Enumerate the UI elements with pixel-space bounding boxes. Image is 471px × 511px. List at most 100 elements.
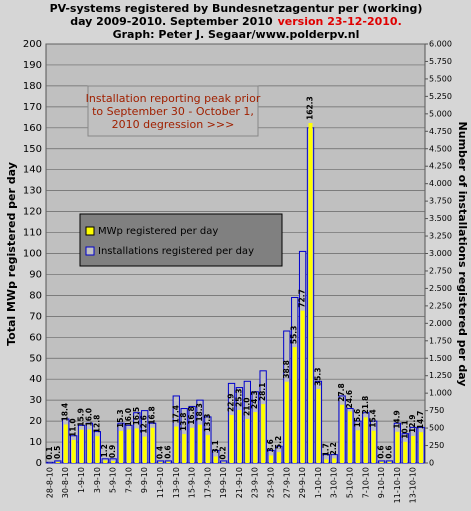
mwp-bar — [174, 426, 179, 463]
mwp-bar — [403, 441, 408, 463]
y-tick-label: 90 — [29, 269, 42, 280]
y-tick-label: 40 — [29, 374, 42, 385]
annotation: to September 30 - October 1, — [92, 105, 254, 118]
mwp-bar — [261, 404, 266, 463]
data-label: 0.6 — [384, 445, 393, 458]
data-label: 14.7 — [416, 411, 425, 430]
mwp-bar — [95, 436, 100, 463]
data-label: 21.0 — [242, 397, 251, 416]
chart-title: day 2009-2010. September 2010 — [70, 15, 273, 28]
annotation: Installation reporting peak prior — [86, 92, 261, 105]
data-label: 15.6 — [353, 409, 362, 428]
data-label: 14.9 — [392, 410, 401, 429]
y2-tick-label: 500 — [429, 424, 444, 433]
data-label: 28.1 — [258, 383, 267, 402]
y-tick-label: 10 — [29, 437, 42, 448]
x-tick-label: 19-9-10 — [219, 467, 228, 498]
y-tick-label: 110 — [23, 228, 42, 239]
data-label: 18.3 — [195, 403, 204, 422]
data-label: 27.8 — [337, 383, 346, 402]
y-tick-label: 190 — [23, 60, 42, 71]
x-tick-label: 11-9-10 — [156, 467, 165, 498]
data-label: 3.6 — [266, 439, 275, 452]
mwp-bar — [79, 429, 84, 463]
y-tick-label: 20 — [29, 416, 42, 427]
data-label: 12.6 — [140, 415, 149, 434]
x-tick-label: 13-9-10 — [172, 467, 181, 498]
x-tick-label: 23-9-10 — [251, 467, 260, 498]
mwp-bar — [229, 415, 234, 463]
x-tick-label: 5-9-10 — [109, 467, 118, 493]
data-label: 0.9 — [108, 445, 117, 458]
mwp-bar — [237, 409, 242, 463]
mwp-bar — [411, 435, 416, 463]
mwp-bar — [348, 411, 352, 463]
y2-tick-label: 1.250 — [429, 371, 452, 380]
data-label: 1.2 — [100, 444, 109, 457]
mwp-bar — [63, 424, 68, 463]
y2-tick-label: 5.750 — [429, 57, 452, 66]
y2-tick-label: 2.250 — [429, 301, 452, 310]
y-axis-title: Total MWp registered per day — [5, 162, 18, 346]
y-tick-label: 140 — [23, 165, 42, 176]
data-label: 16.5 — [132, 407, 141, 426]
data-label: 1.7 — [321, 443, 330, 456]
legend-label: Installations registered per day — [98, 246, 254, 257]
y-tick-label: 50 — [29, 353, 42, 364]
x-tick-label: 21-9-10 — [235, 467, 244, 498]
data-label: 25.3 — [234, 388, 243, 407]
y-tick-label: 170 — [23, 102, 42, 113]
y-tick-label: 160 — [23, 123, 42, 134]
data-label: 0.6 — [163, 445, 172, 458]
y-tick-label: 30 — [29, 395, 42, 406]
mwp-bar — [316, 389, 321, 463]
data-label: 10.1 — [400, 420, 409, 439]
y2-tick-label: 0 — [429, 459, 434, 468]
data-label: 16.8 — [148, 406, 157, 425]
x-tick-label: 30-8-10 — [61, 467, 70, 498]
data-label: 15.9 — [77, 408, 86, 427]
mwp-bar — [213, 456, 218, 463]
y2-tick-label: 4.000 — [429, 179, 452, 188]
x-tick-label: 1-9-10 — [77, 467, 86, 493]
y-tick-label: 150 — [23, 144, 42, 155]
x-tick-label: 9-9-10 — [140, 467, 149, 493]
data-label: 22.9 — [227, 394, 236, 413]
data-label: 72.7 — [298, 289, 307, 308]
y2-tick-label: 3.000 — [429, 249, 452, 258]
y2-tick-label: 1.750 — [429, 336, 452, 345]
mwp-bar — [332, 458, 337, 463]
y2-tick-label: 5.500 — [429, 74, 452, 83]
legend-swatch — [85, 246, 95, 256]
mwp-bar — [419, 432, 424, 463]
y2-axis-title: Number of installations registered per d… — [456, 122, 469, 387]
mwp-bar — [126, 429, 131, 463]
y2-tick-label: 1.000 — [429, 389, 452, 398]
x-tick-label: 11-10-10 — [393, 467, 402, 503]
x-tick-label: 7-9-10 — [124, 467, 133, 493]
x-tick-label: 3-10-10 — [330, 467, 339, 498]
mwp-bar — [103, 460, 108, 463]
y-tick-label: 200 — [23, 39, 42, 50]
mwp-bar — [197, 424, 202, 463]
chart-title: day 2009-2010. September 2010 version 23-… — [70, 15, 402, 28]
data-label: 0.1 — [45, 446, 54, 459]
mwp-bar — [253, 412, 258, 463]
data-label: 11.0 — [69, 418, 78, 437]
mwp-bar — [292, 347, 297, 463]
data-label: 16.8 — [187, 406, 196, 425]
mwp-bar — [111, 461, 116, 463]
data-label: 2.2 — [329, 442, 338, 455]
y-tick-label: 60 — [29, 332, 42, 343]
mwp-bar — [205, 435, 210, 463]
mwp-bar — [119, 430, 123, 463]
mwp-bar — [363, 417, 368, 463]
x-tick-label: 27-9-10 — [282, 467, 291, 498]
mwp-bar — [245, 419, 250, 463]
data-label: 35.3 — [313, 368, 322, 387]
mwp-bar — [182, 434, 187, 463]
mwp-bar — [395, 431, 400, 463]
data-label: 5.2 — [274, 436, 283, 449]
data-label: 16.0 — [84, 408, 93, 427]
mwp-bar — [379, 461, 384, 463]
